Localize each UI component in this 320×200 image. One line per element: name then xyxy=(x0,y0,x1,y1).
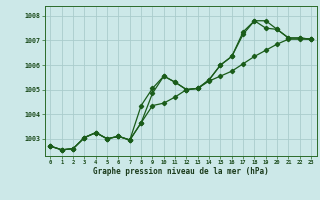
X-axis label: Graphe pression niveau de la mer (hPa): Graphe pression niveau de la mer (hPa) xyxy=(93,167,269,176)
